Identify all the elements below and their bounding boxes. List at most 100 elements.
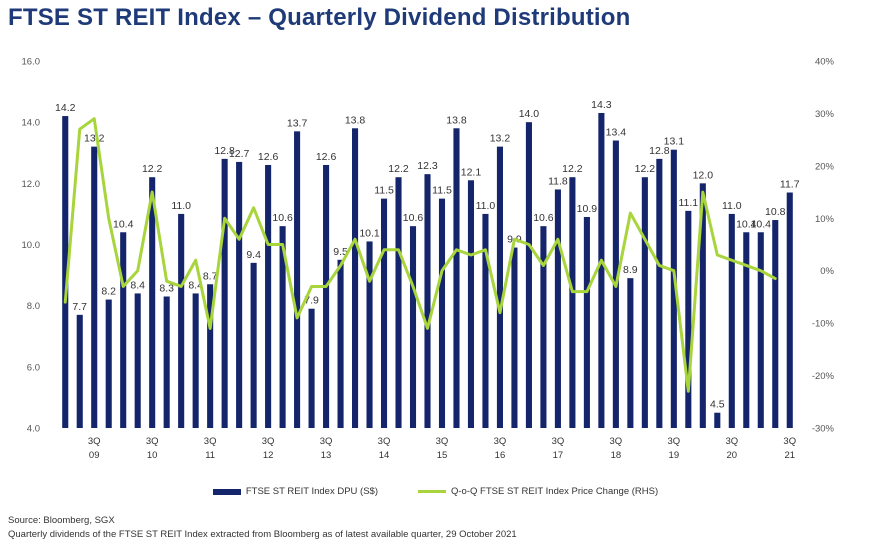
x-tick-label-quarter: 3Q <box>204 436 217 447</box>
x-tick-label-year: 14 <box>379 450 390 461</box>
y-left-tick-label: 4.0 <box>27 424 40 435</box>
dpu-bar <box>91 146 98 428</box>
dpu-bar <box>482 213 489 428</box>
dpu-bar <box>163 296 170 428</box>
dpu-bar-label: 11.0 <box>722 200 742 212</box>
dpu-bar-label: 11.0 <box>476 200 496 212</box>
legend-label-price-change: Q-o-Q FTSE ST REIT Index Price Change (R… <box>451 486 659 497</box>
x-tick-label-quarter: 3Q <box>610 436 623 447</box>
dpu-bar-label: 10.9 <box>577 203 598 215</box>
dpu-bar-label: 13.8 <box>446 114 467 126</box>
x-tick-label-year: 11 <box>205 450 215 461</box>
x-tick-label-quarter: 3Q <box>146 436 159 447</box>
y-left-tick-label: 14.0 <box>22 118 41 129</box>
dpu-bar-label: 10.4 <box>751 218 772 230</box>
dpu-bar-label: 13.4 <box>606 127 627 139</box>
dpu-bar-label: 12.2 <box>635 163 656 175</box>
y-left-tick-label: 16.0 <box>22 57 41 68</box>
dpu-bar <box>772 220 779 428</box>
y-right-tick-label: 0% <box>820 266 834 277</box>
dpu-bar <box>424 174 431 428</box>
dpu-bar-label: 11.7 <box>780 179 800 191</box>
dpu-bar-label: 10.6 <box>272 212 293 224</box>
dpu-bar <box>323 164 330 428</box>
dpu-bar <box>250 262 257 428</box>
y-left-tick-label: 8.0 <box>27 301 40 312</box>
dpu-bar <box>149 177 156 428</box>
legend: FTSE ST REIT Index DPU (S$) Q-o-Q FTSE S… <box>0 486 871 497</box>
dpu-bar-label: 11.0 <box>171 200 191 212</box>
dpu-bar <box>467 180 475 428</box>
dpu-bar-label: 13.2 <box>490 133 511 145</box>
dpu-bar <box>627 278 634 428</box>
dpu-bar <box>308 308 315 428</box>
source-note: Source: Bloomberg, SGX <box>8 515 115 526</box>
x-tick-label-quarter: 3Q <box>494 436 507 447</box>
dpu-bar-label: 12.2 <box>388 163 409 175</box>
dpu-bar <box>554 189 561 428</box>
dpu-bar-label: 10.1 <box>359 227 380 239</box>
x-tick-label-year: 18 <box>611 450 622 461</box>
dpu-bar <box>366 241 373 428</box>
dpu-bar <box>786 192 793 428</box>
dpu-bar-label: 11.5 <box>432 185 452 197</box>
dpu-bar <box>525 122 532 429</box>
dpu-bar <box>294 131 301 428</box>
x-tick-label-quarter: 3Q <box>378 436 391 447</box>
x-tick-label-year: 19 <box>669 450 680 461</box>
y-right-tick-label: 20% <box>815 161 835 172</box>
dpu-bar-label: 12.2 <box>562 163 583 175</box>
dpu-bar <box>134 293 141 428</box>
dpu-bar <box>221 158 228 428</box>
dpu-bar-label: 12.6 <box>258 151 279 163</box>
dpu-bar <box>453 128 460 429</box>
dpu-bar <box>62 116 69 429</box>
dpu-bar-label: 12.2 <box>142 163 163 175</box>
dpu-bar <box>540 226 547 428</box>
dpu-bar <box>699 183 706 428</box>
y-right-tick-label: 40% <box>815 57 835 68</box>
dpu-bar-label: 8.3 <box>159 282 174 294</box>
chart-title: FTSE ST REIT Index – Quarterly Dividend … <box>8 4 631 31</box>
dpu-bar <box>656 158 663 428</box>
dpu-bar <box>265 164 272 428</box>
dpu-bar-label: 12.8 <box>214 145 235 157</box>
dpu-bar <box>236 161 243 429</box>
x-tick-label-year: 12 <box>263 450 274 461</box>
dpu-bar-label: 12.3 <box>417 160 438 172</box>
dpu-bar-label: 11.1 <box>678 197 698 209</box>
dpu-bar-label: 14.2 <box>55 102 76 114</box>
dpu-bar <box>337 259 344 428</box>
dpu-bar-label: 14.3 <box>591 99 612 111</box>
dpu-bar-label: 12.8 <box>649 145 670 157</box>
chart-canvas: 4.0 6.0 8.0 10.0 12.0 14.0 16.0 -30% -20% -10% 0% 1… <box>22 57 835 462</box>
dpu-bar <box>76 314 83 428</box>
dpu-bar-label: 10.6 <box>403 212 424 224</box>
dpu-bar-label: 9.4 <box>246 249 261 261</box>
dpu-bar <box>409 226 417 428</box>
x-tick-label-year: 15 <box>437 450 448 461</box>
dpu-bar <box>728 213 735 428</box>
dpu-bar <box>641 177 648 428</box>
dpu-bar-label: 12.0 <box>693 169 714 181</box>
y-right-tick-label: -30% <box>812 424 835 435</box>
dpu-bar <box>438 198 446 428</box>
x-tick-label-quarter: 3Q <box>725 436 738 447</box>
dpu-bar-label: 11.5 <box>374 185 394 197</box>
y-left-tick-label: 12.0 <box>22 179 41 190</box>
dpu-bar <box>105 299 112 428</box>
dpu-bar-label: 13.2 <box>84 133 105 145</box>
dpu-bar <box>598 112 605 428</box>
x-tick-label-year: 10 <box>147 450 158 461</box>
x-tick-label-year: 16 <box>495 450 506 461</box>
dpu-bar-label: 12.6 <box>316 151 337 163</box>
dpu-bar <box>757 232 764 428</box>
x-tick-label-quarter: 3Q <box>783 436 796 447</box>
legend-item-dpu: FTSE ST REIT Index DPU (S$) <box>212 486 378 497</box>
dpu-bar-label: 13.7 <box>287 117 308 129</box>
x-tick-label-year: 20 <box>727 450 738 461</box>
dpu-bar-label: 8.9 <box>623 264 638 276</box>
x-tick-label-quarter: 3Q <box>320 436 333 447</box>
dpu-bar <box>120 232 127 428</box>
dpu-bar-label: 9.5 <box>333 246 348 258</box>
